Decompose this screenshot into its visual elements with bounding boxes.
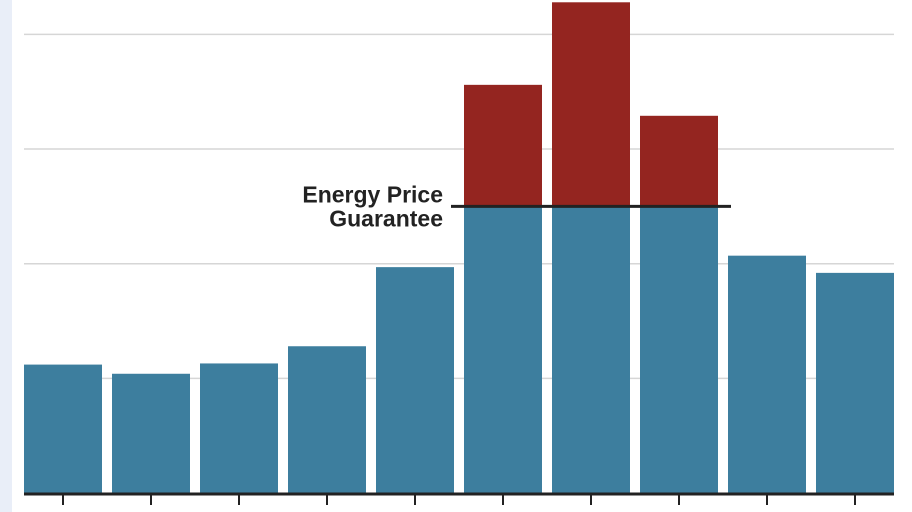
bar-excess-5 <box>464 84 542 207</box>
bar-base-0 <box>24 364 102 493</box>
bar-base-8 <box>728 255 806 493</box>
bar-base-4 <box>376 267 454 493</box>
bar-excess-6 <box>552 2 630 207</box>
bar-base-1 <box>112 373 190 493</box>
guarantee-label-line-0: Energy Price <box>302 181 443 207</box>
bar-base-6 <box>552 206 630 494</box>
bar-base-5 <box>464 206 542 494</box>
bar-base-2 <box>200 363 278 493</box>
bar-base-3 <box>288 346 366 493</box>
bar-base-9 <box>816 272 894 493</box>
side-strip <box>0 0 12 512</box>
x-axis <box>24 492 894 505</box>
guarantee-label-line-1: Guarantee <box>329 205 443 231</box>
bar-base-7 <box>640 206 718 494</box>
bars <box>24 2 894 494</box>
bar-excess-7 <box>640 115 718 207</box>
